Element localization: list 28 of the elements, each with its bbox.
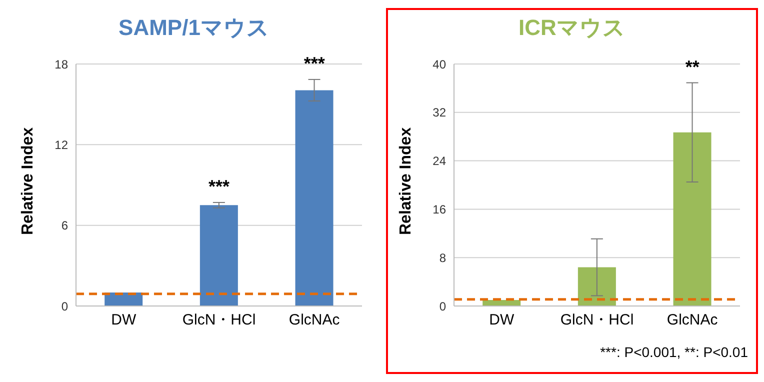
chart-title: SAMP/1マウス <box>118 14 270 42</box>
bar <box>673 132 712 306</box>
y-tick-label: 6 <box>61 218 68 233</box>
y-tick-label: 16 <box>432 202 446 216</box>
y-tick-label: 24 <box>432 154 446 168</box>
y-tick-label: 0 <box>439 299 446 314</box>
y-tick-label: 40 <box>432 57 446 72</box>
x-tick-label: DW <box>489 312 515 329</box>
x-tick-label: GlcN・HCl <box>560 312 634 329</box>
y-tick-label: 18 <box>54 57 68 72</box>
bar <box>200 205 238 306</box>
annotation: *** <box>208 176 230 196</box>
bar <box>295 90 334 306</box>
y-tick-label: 32 <box>432 106 446 120</box>
y-tick-label: 0 <box>61 299 68 314</box>
annotation: *** <box>304 53 325 74</box>
x-tick-label: DW <box>111 312 137 329</box>
y-axis-title: Relative Index <box>20 127 37 235</box>
x-tick-label: GlcNAc <box>666 312 718 329</box>
chart-title: ICRマウス <box>518 14 626 42</box>
y-tick-label: 12 <box>54 138 68 152</box>
x-tick-label: GlcN・HCl <box>182 312 256 329</box>
y-axis-title: Relative Index <box>398 127 415 235</box>
annotation: ** <box>685 56 700 77</box>
x-tick-label: GlcNAc <box>288 312 340 329</box>
y-tick-label: 8 <box>439 250 446 265</box>
bar <box>578 267 616 306</box>
text: ***: P<0.001, **: P<0.01 <box>599 344 749 360</box>
